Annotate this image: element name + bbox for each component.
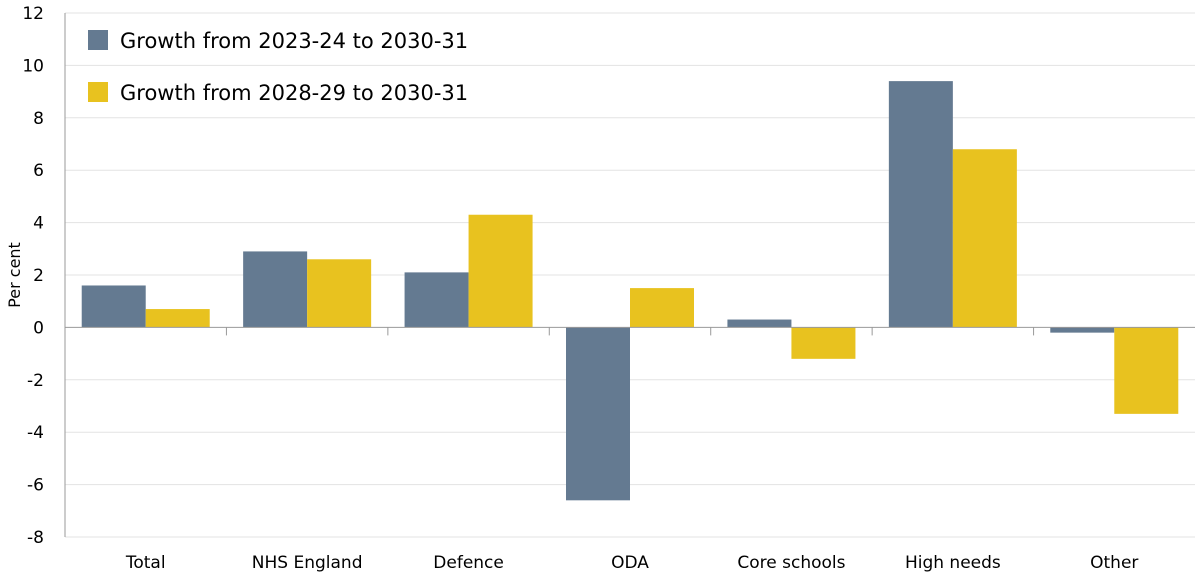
bar-2 [630, 288, 694, 328]
bar-2 [468, 214, 533, 328]
y-tick-label: 8 [33, 109, 44, 129]
x-tick-label: NHS England [252, 553, 363, 573]
x-tick-label: Other [1090, 553, 1138, 573]
bar-1 [243, 251, 308, 328]
bar-2 [791, 327, 856, 359]
bar-2 [307, 259, 372, 328]
bar-1 [727, 319, 792, 328]
legend-swatch [88, 82, 108, 102]
y-tick-label: 10 [22, 56, 44, 76]
x-tick-label: Core schools [737, 553, 845, 573]
y-tick-label: 6 [33, 161, 44, 181]
y-tick-label: -2 [27, 371, 44, 391]
y-tick-label: -4 [27, 423, 44, 443]
bar-2 [1114, 327, 1179, 414]
y-tick-label: -6 [27, 476, 44, 496]
bar-2 [952, 149, 1017, 328]
y-axis-label: Per cent [5, 242, 24, 308]
bar-1 [81, 285, 146, 328]
legend-swatch [88, 30, 108, 50]
x-tick-label: High needs [905, 553, 1001, 573]
y-tick-label: 2 [33, 266, 44, 286]
bar-1 [1050, 327, 1115, 333]
bar-1 [404, 272, 469, 328]
y-tick-label: 12 [22, 4, 44, 24]
y-tick-label: -8 [27, 528, 44, 548]
y-tick-label: 4 [33, 214, 44, 234]
x-tick-label: Defence [433, 553, 504, 573]
x-tick-label: Total [125, 553, 166, 573]
legend-label: Growth from 2028-29 to 2030-31 [120, 81, 468, 105]
y-tick-label: 0 [33, 318, 44, 338]
legend-label: Growth from 2023-24 to 2030-31 [120, 29, 468, 53]
bar-1 [566, 327, 630, 501]
x-tick-label: ODA [611, 553, 649, 573]
bar-1 [888, 81, 953, 328]
bar-2 [145, 309, 210, 328]
